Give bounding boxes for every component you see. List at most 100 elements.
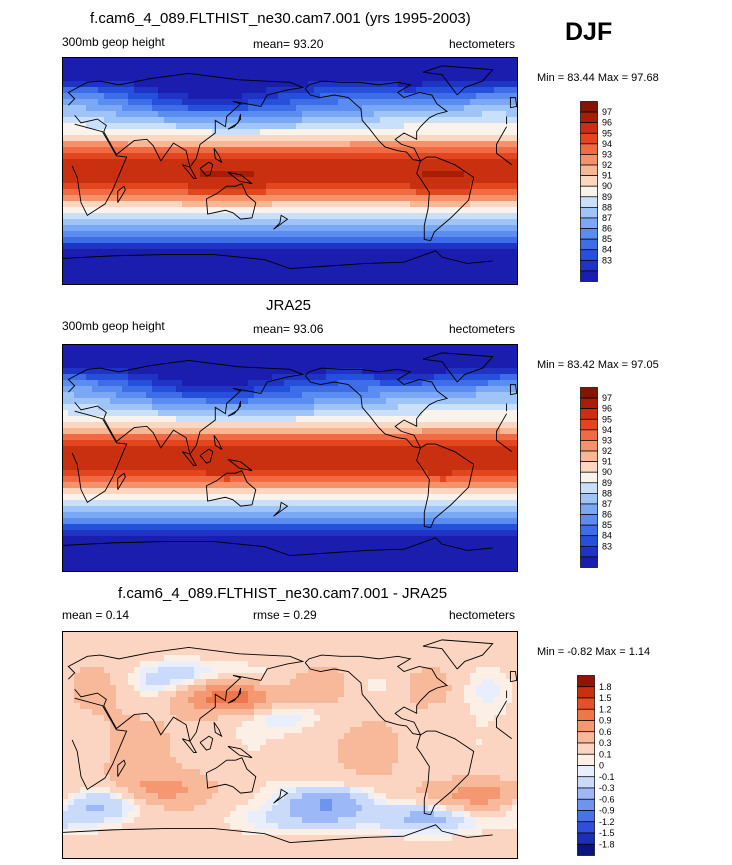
- field-cell: [428, 470, 435, 477]
- field-cell: [140, 374, 147, 381]
- field-cell: [110, 201, 117, 208]
- field-cell: [350, 87, 357, 94]
- field-cell: [272, 368, 279, 375]
- field-cell: [416, 261, 423, 268]
- field-cell: [494, 183, 501, 190]
- field-cell: [410, 105, 417, 112]
- field-cell: [362, 404, 369, 411]
- field-cell: [146, 225, 153, 232]
- field-cell: [254, 129, 261, 136]
- field-cell: [266, 488, 273, 495]
- field-cell: [182, 261, 189, 268]
- field-cell: [122, 75, 129, 82]
- field-cell: [212, 201, 219, 208]
- field-cell: [152, 207, 159, 214]
- field-cell: [80, 434, 87, 441]
- field-cell: [326, 57, 333, 64]
- field-cell: [206, 207, 213, 214]
- field-cell: [188, 416, 195, 423]
- field-cell: [482, 237, 489, 244]
- field-cell: [398, 111, 405, 118]
- field-cell: [266, 446, 273, 453]
- field-cell: [332, 225, 339, 232]
- field-cell: [422, 428, 429, 435]
- field-cell: [380, 207, 387, 214]
- season-label: DJF: [565, 18, 613, 46]
- field-cell: [422, 464, 429, 471]
- field-cell: [380, 249, 387, 256]
- field-cell: [260, 57, 267, 64]
- field-cell: [434, 261, 441, 268]
- field-cell: [494, 225, 501, 232]
- field-cell: [74, 356, 81, 363]
- field-cell: [68, 362, 75, 369]
- field-cell: [476, 368, 483, 375]
- field-cell: [434, 446, 441, 453]
- field-cell: [464, 255, 471, 262]
- field-cell: [146, 255, 153, 262]
- field-cell: [374, 386, 381, 393]
- field-cell: [188, 147, 195, 154]
- field-cell: [194, 213, 201, 220]
- field-cell: [320, 105, 327, 112]
- field-cell: [332, 416, 339, 423]
- field-cell: [398, 219, 405, 226]
- field-cell: [242, 392, 249, 399]
- field-cell: [86, 279, 93, 285]
- field-cell: [392, 380, 399, 387]
- field-cell: [176, 237, 183, 244]
- field-cell: [464, 141, 471, 148]
- field-cell: [98, 273, 105, 280]
- field-cell: [428, 141, 435, 148]
- field-cell: [86, 201, 93, 208]
- field-cell: [248, 279, 255, 285]
- field-cell: [422, 422, 429, 429]
- field-cell: [260, 159, 267, 166]
- field-cell: [446, 440, 453, 447]
- field-cell: [74, 243, 81, 250]
- field-cell: [368, 279, 375, 285]
- field-cell: [122, 207, 129, 214]
- field-cell: [152, 129, 159, 136]
- field-cell: [62, 464, 69, 471]
- field-cell: [98, 207, 105, 214]
- field-cell: [164, 207, 171, 214]
- field-cell: [512, 237, 518, 244]
- field-cell: [74, 111, 81, 118]
- field-cell: [470, 111, 477, 118]
- field-cell: [356, 279, 363, 285]
- field-cell: [404, 362, 411, 369]
- field-cell: [302, 153, 309, 160]
- field-cell: [422, 147, 429, 154]
- field-cell: [302, 159, 309, 166]
- field-cell: [80, 105, 87, 112]
- field-cell: [224, 111, 231, 118]
- field-cell: [188, 69, 195, 76]
- field-cell: [236, 380, 243, 387]
- field-cell: [296, 135, 303, 142]
- field-cell: [464, 428, 471, 435]
- field-cell: [194, 63, 201, 70]
- field-cell: [440, 117, 447, 124]
- field-cell: [308, 344, 315, 351]
- field-cell: [176, 398, 183, 405]
- field-cell: [398, 99, 405, 106]
- field-cell: [464, 464, 471, 471]
- field-cell: [488, 231, 495, 238]
- field-cell: [476, 159, 483, 166]
- field-cell: [272, 105, 279, 112]
- field-cell: [224, 464, 231, 471]
- field-cell: [464, 93, 471, 100]
- field-cell: [302, 141, 309, 148]
- field-cell: [116, 201, 123, 208]
- field-cell: [284, 135, 291, 142]
- field-cell: [332, 231, 339, 238]
- field-cell: [326, 386, 333, 393]
- field-cell: [470, 99, 477, 106]
- field-cell: [272, 201, 279, 208]
- field-cell: [296, 69, 303, 76]
- field-cell: [104, 87, 111, 94]
- field-cell: [62, 458, 69, 465]
- field-cell: [176, 428, 183, 435]
- field-cell: [284, 93, 291, 100]
